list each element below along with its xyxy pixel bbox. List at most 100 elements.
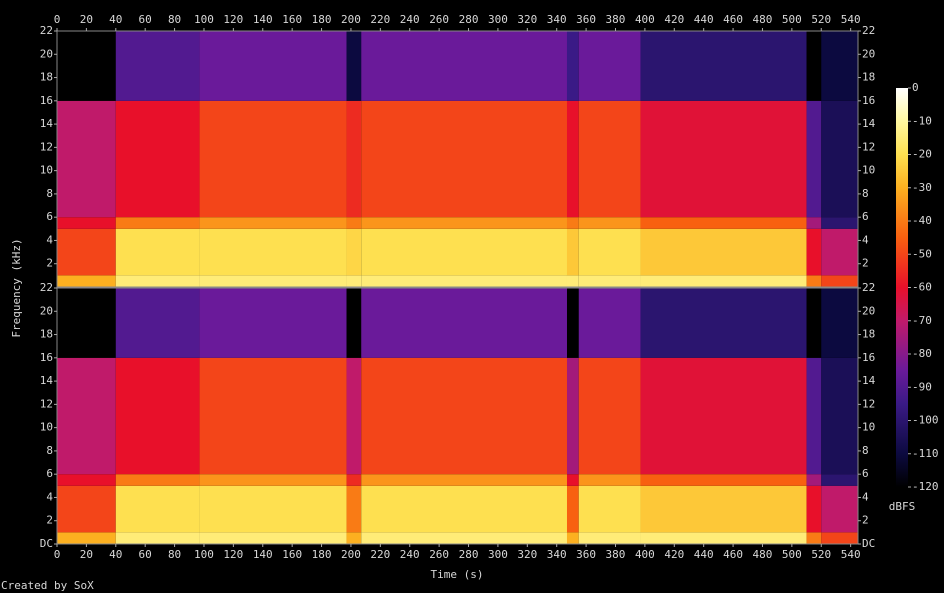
- x-tick-label: 60: [139, 548, 152, 561]
- spectrum-cell: [821, 532, 858, 544]
- spectrum-cell: [115, 485, 200, 533]
- spectrum-cell: [806, 474, 822, 486]
- spectrum-cell: [115, 228, 200, 276]
- spectrum-cell: [640, 100, 807, 218]
- spectrum-cell: [821, 357, 858, 475]
- spectrum-cell: [806, 532, 822, 544]
- y-tick-label: 20: [862, 47, 875, 60]
- spectrum-cell: [640, 31, 807, 101]
- x-tick-label: 500: [782, 13, 802, 26]
- spectrum-cell: [566, 357, 579, 475]
- x-tick-label: 420: [664, 13, 684, 26]
- y-tick-label: 4: [46, 233, 53, 246]
- x-tick-label: 20: [80, 548, 93, 561]
- spectrum-cell: [578, 31, 641, 101]
- spectrum-cell: [199, 357, 347, 475]
- spectrum-cell: [821, 228, 858, 276]
- colorbar-tick-label: -50: [912, 247, 932, 260]
- x-tick-label: 60: [139, 13, 152, 26]
- spectrum-cell: [199, 485, 347, 533]
- x-tick-label: 0: [54, 13, 61, 26]
- colorbar-tick-label: -70: [912, 314, 932, 327]
- spectrum-cell: [57, 228, 116, 276]
- x-tick-label: 300: [488, 13, 508, 26]
- spectrum-cell: [346, 31, 362, 101]
- x-tick-label: 420: [664, 548, 684, 561]
- spectrum-cell: [199, 474, 347, 486]
- x-tick-label: 500: [782, 548, 802, 561]
- x-tick-label: 200: [341, 548, 361, 561]
- y-tick-label: 22: [40, 24, 53, 37]
- x-tick-label: 0: [54, 548, 61, 561]
- y-tick-label: 12: [40, 140, 53, 153]
- spectrum-cell: [821, 288, 858, 358]
- spectrum-cell: [640, 217, 807, 229]
- spectrum-cell: [578, 532, 641, 544]
- x-tick-label: 340: [547, 13, 567, 26]
- spectrum-cell: [57, 100, 116, 218]
- colorbar-tick-label: -20: [912, 148, 932, 161]
- spectrum-cell: [566, 532, 579, 544]
- x-tick-label: 400: [635, 13, 655, 26]
- spectrum-cell: [115, 357, 200, 475]
- spectrum-cell: [566, 275, 579, 287]
- spectrum-cell: [115, 288, 200, 358]
- spectrum-cell: [346, 228, 362, 276]
- colorbar-tick-label: -10: [912, 114, 932, 127]
- spectrum-cell: [806, 31, 822, 101]
- x-tick-label: 260: [429, 13, 449, 26]
- plot-frame: [56, 30, 859, 288]
- spectrum-cell: [821, 31, 858, 101]
- colorbar-tick-label: -100: [912, 414, 939, 427]
- spectrum-cell: [199, 275, 347, 287]
- spectrum-cell: [361, 288, 567, 358]
- y-tick-label: 4: [862, 490, 869, 503]
- credit: Created by SoX: [1, 579, 94, 592]
- spectrum-cell: [57, 357, 116, 475]
- y-tick-label: 14: [40, 117, 54, 130]
- plot-frame: [56, 287, 859, 545]
- spectrum-cell: [640, 474, 807, 486]
- y-axis-label: Frequency (kHz): [10, 238, 23, 337]
- x-tick-label: 480: [753, 548, 773, 561]
- spectrum-cell: [821, 485, 858, 533]
- y-tick-label: 12: [862, 140, 875, 153]
- x-tick-label: 240: [400, 548, 420, 561]
- y-tick-label: 10: [40, 164, 53, 177]
- y-tick-label: 16: [40, 351, 53, 364]
- colorbar: [896, 88, 908, 487]
- x-tick-label: 460: [723, 13, 743, 26]
- spectrum-cell: [115, 100, 200, 218]
- colorbar-label: dBFS: [889, 500, 916, 513]
- spectrum-cell: [806, 357, 822, 475]
- spectrum-cell: [57, 217, 116, 229]
- colorbar-tick-label: -40: [912, 214, 932, 227]
- y-tick-label: 10: [862, 421, 875, 434]
- spectrum-cell: [806, 217, 822, 229]
- y-tick-label: 16: [40, 94, 53, 107]
- x-tick-label: 160: [282, 548, 302, 561]
- spectrum-cell: [361, 217, 567, 229]
- y-tick-label: 20: [40, 47, 53, 60]
- spectrum-cell: [640, 485, 807, 533]
- y-tick-label: 16: [862, 94, 875, 107]
- x-tick-label: 80: [168, 13, 181, 26]
- y-tick-label: 22: [40, 281, 53, 294]
- spectrum-cell: [806, 100, 822, 218]
- x-tick-label: 180: [312, 548, 332, 561]
- spectrum-cell: [199, 217, 347, 229]
- x-tick-label: 440: [694, 13, 714, 26]
- spectrum-cell: [115, 474, 200, 486]
- spectrum-cell: [361, 532, 567, 544]
- spectrum-cell: [806, 275, 822, 287]
- y-tick-label: 8: [862, 187, 869, 200]
- spectrum-cell: [57, 485, 116, 533]
- spectrum-cell: [578, 275, 641, 287]
- spectrum-cell: [57, 31, 116, 101]
- spectrum-cell: [821, 474, 858, 486]
- x-tick-label: 520: [811, 13, 831, 26]
- colorbar-tick-label: -110: [912, 447, 939, 460]
- x-tick-label: 460: [723, 548, 743, 561]
- x-tick-label: 360: [576, 548, 596, 561]
- spectrum-cell: [115, 31, 200, 101]
